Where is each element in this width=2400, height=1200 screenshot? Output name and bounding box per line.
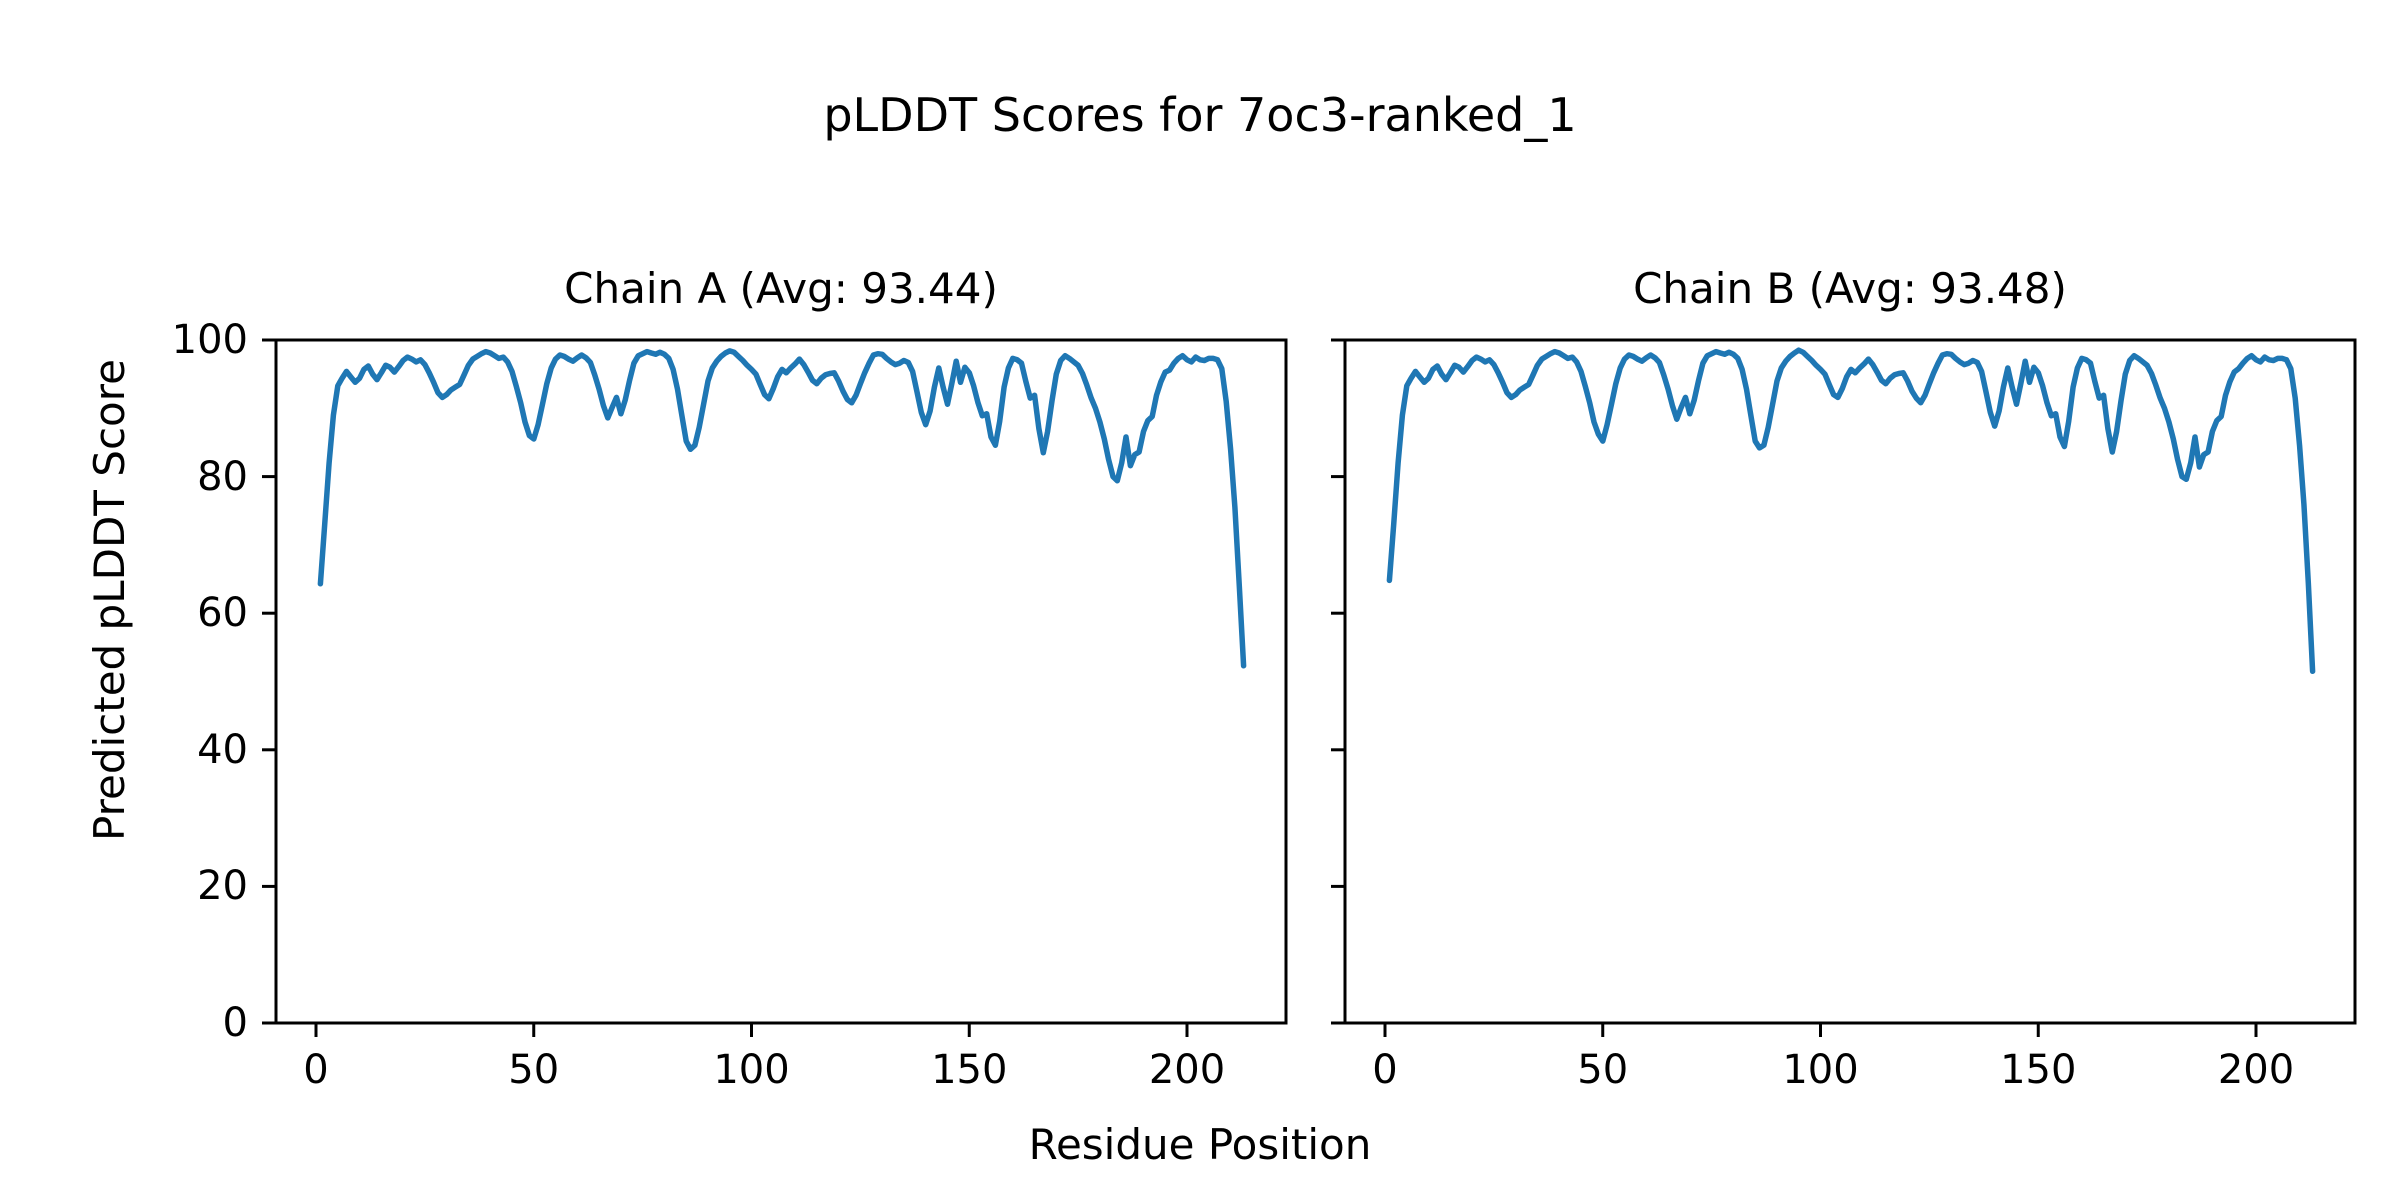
x-tick-label: 50: [508, 1047, 560, 1093]
plddt-line-chain-a: [317, 348, 1247, 669]
y-tick-label: 40: [197, 726, 248, 773]
x-tick-label: 0: [303, 1047, 329, 1093]
y-tick-label: 100: [171, 317, 248, 363]
x-tick-label: 150: [2000, 1047, 2077, 1093]
x-tick-label: 100: [1782, 1047, 1859, 1093]
x-tick-label: 0: [1372, 1047, 1398, 1093]
y-tick-label: 20: [197, 863, 248, 910]
subplot-b-spines: [1343, 338, 2357, 1025]
subplot-b-title: Chain B (Avg: 93.48): [1633, 264, 2067, 313]
plddt-line-chain-b: [1386, 347, 2316, 675]
y-tick-label: 80: [197, 453, 248, 500]
x-tick-label: 200: [1148, 1047, 1226, 1093]
subplot-a-title: Chain A (Avg: 93.44): [564, 264, 998, 313]
x-axis-label: Residue Position: [1028, 1120, 1372, 1169]
x-tick-label: 100: [713, 1047, 790, 1093]
x-tick-label: 150: [931, 1047, 1008, 1093]
x-tick-label: 200: [2217, 1047, 2295, 1093]
subplot-a-spines: [274, 338, 1288, 1025]
figure-title: pLDDT Scores for 7oc3-ranked_1: [823, 88, 1577, 142]
y-tick-label: 60: [197, 590, 248, 637]
x-tick-label: 50: [1577, 1047, 1629, 1093]
y-tick-label: 0: [222, 1000, 248, 1046]
y-axis-label: Predicted pLDDT Score: [85, 359, 134, 841]
